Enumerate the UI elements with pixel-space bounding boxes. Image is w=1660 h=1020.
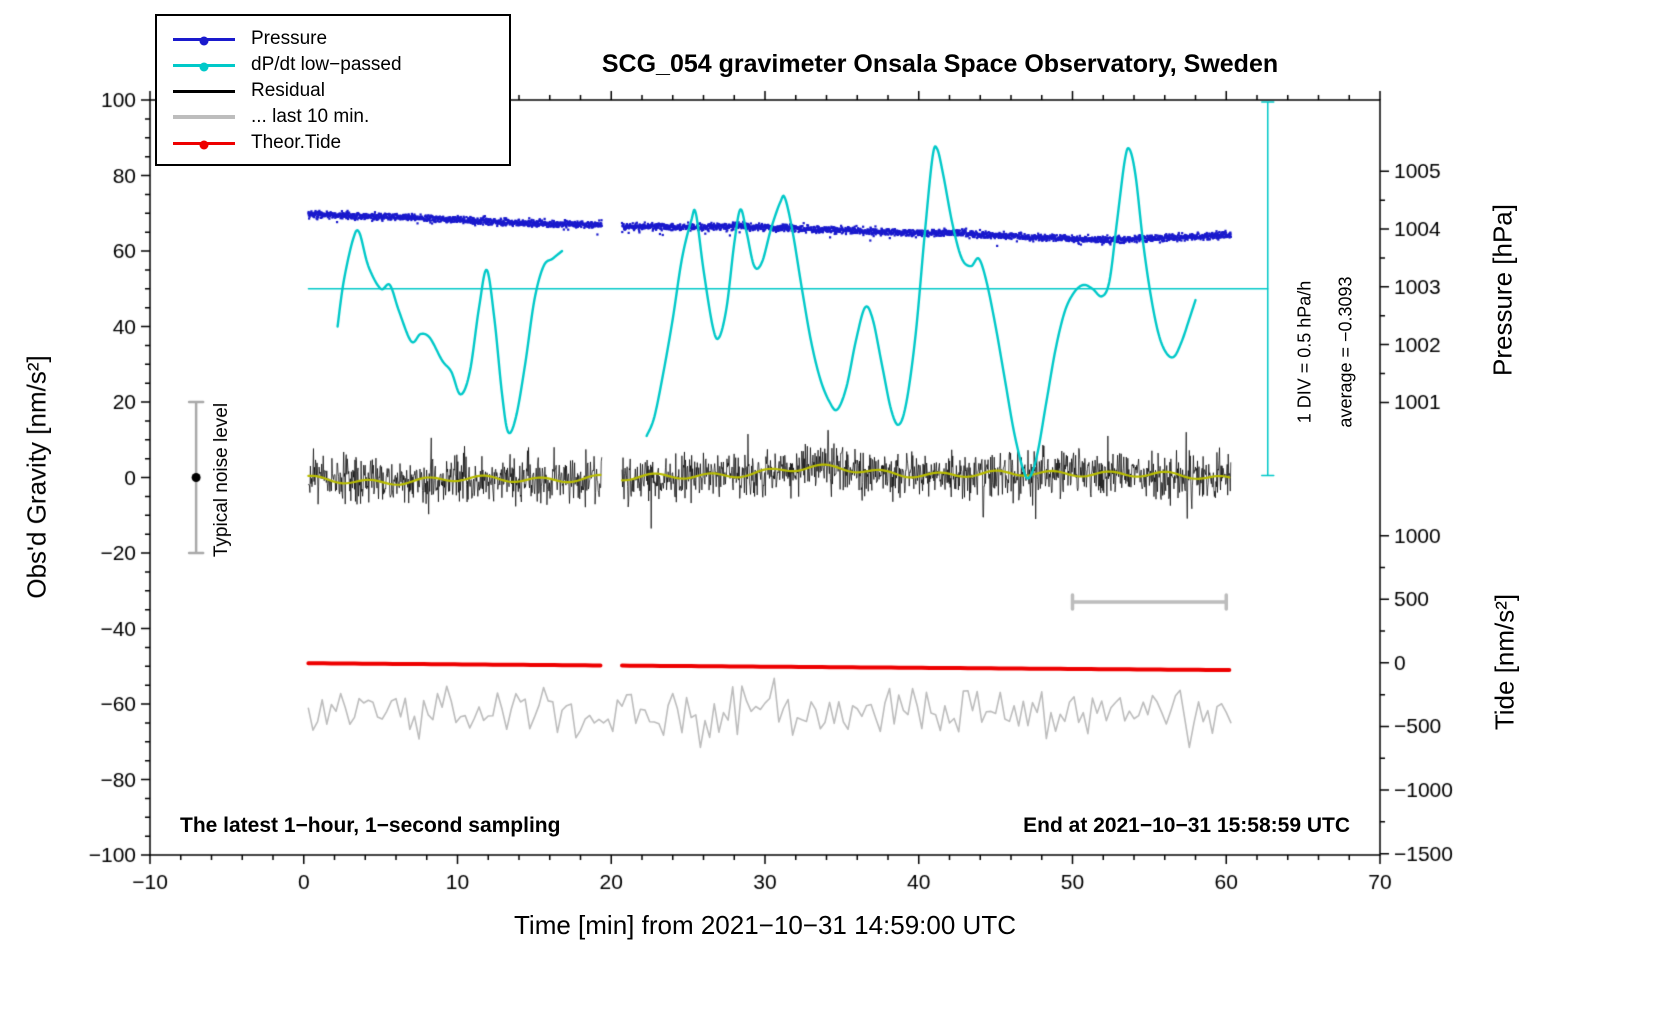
legend-label-tide: Theor.Tide [251, 132, 342, 153]
legend: Pressure dP/dt low−passed Residual ... l… [155, 14, 511, 166]
legend-item-last10: ... last 10 min. [157, 104, 509, 130]
sampling-info-text: The latest 1−hour, 1−second sampling [180, 814, 561, 837]
dpdt-line-icon [173, 62, 235, 71]
typical-noise-level-label: Typical noise level [211, 402, 232, 558]
tide-line-icon [173, 140, 235, 149]
legend-label-pressure: Pressure [251, 28, 328, 49]
chart-title: SCG_054 gravimeter Onsala Space Observat… [601, 50, 1279, 78]
dpdt-average-label: average = −0.3093 [1335, 276, 1356, 428]
y-axis-label-gravity: Obs'd Gravity [nm/s²] [21, 355, 52, 599]
y-axis-label-pressure: Pressure [hPa] [1487, 204, 1518, 376]
legend-item-dpdt: dP/dt low−passed [157, 52, 509, 78]
legend-label-last10: ... last 10 min. [251, 106, 370, 127]
legend-item-residual: Residual [157, 78, 509, 104]
dpdt-div-scale-label: 1 DIV = 0.5 hPa/h [1294, 280, 1315, 424]
pressure-line-icon [173, 36, 235, 45]
end-time-text: End at 2021−10−31 15:58:59 UTC [1023, 814, 1350, 837]
y-axis-label-tide: Tide [nm/s²] [1489, 593, 1520, 731]
legend-item-pressure: Pressure [157, 26, 509, 52]
x-axis-label-time: Time [min] from 2021−10−31 14:59:00 UTC [514, 910, 1016, 940]
legend-item-tide: Theor.Tide [157, 130, 509, 156]
last10-line-icon [173, 115, 235, 119]
legend-label-residual: Residual [251, 80, 325, 101]
legend-label-dpdt: dP/dt low−passed [251, 54, 402, 75]
residual-line-icon [173, 89, 235, 93]
